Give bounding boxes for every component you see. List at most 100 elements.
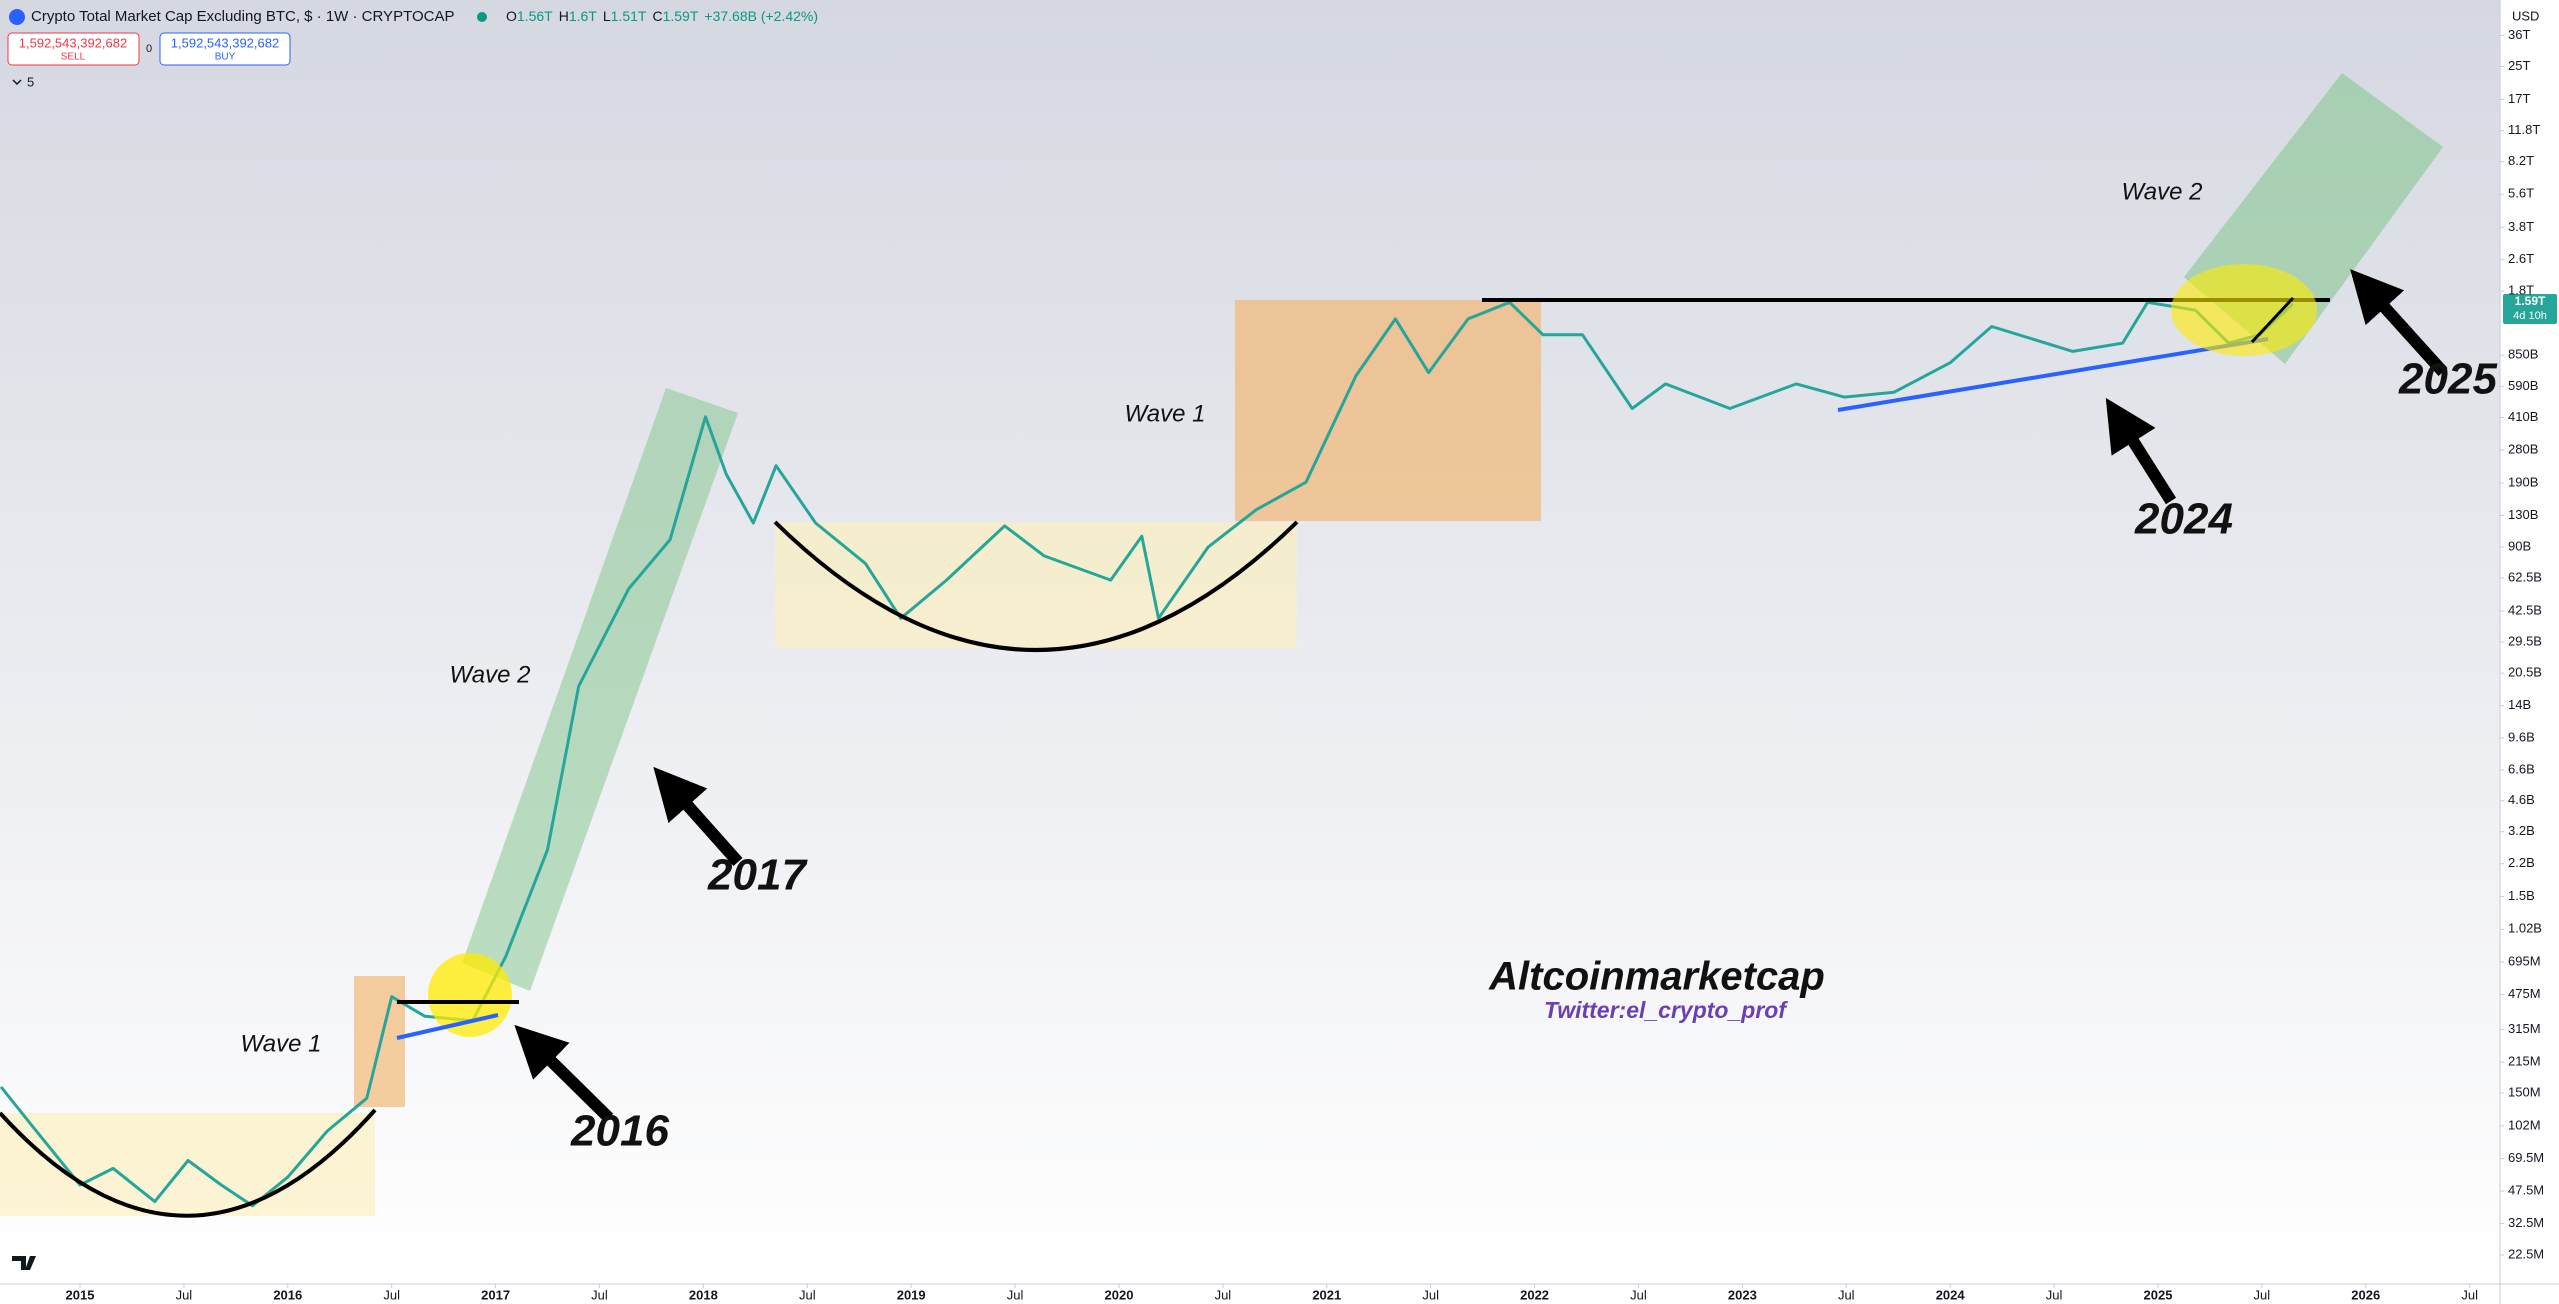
annotation: Wave 1: [1125, 400, 1206, 427]
y-tick-label: 1.8T: [2508, 283, 2534, 298]
x-tick-label: 2024: [1936, 1287, 1966, 1302]
y-tick-label: 475M: [2508, 986, 2541, 1001]
ohlc-value: 1.51T: [611, 8, 647, 24]
logo: [12, 1256, 36, 1270]
x-tick-label: Jul: [383, 1287, 400, 1302]
ohlc-value: 1.59T: [663, 8, 699, 24]
y-tick-label: 90B: [2508, 538, 2531, 553]
symbol-title[interactable]: Crypto Total Market Cap Excluding BTC, $…: [31, 8, 454, 25]
y-tick-label: 6.6B: [2508, 761, 2535, 776]
y-tick-label: 14B: [2508, 697, 2531, 712]
x-tick-label: Jul: [1630, 1287, 1647, 1302]
y-tick-label: 5.6T: [2508, 186, 2534, 201]
annotation: 2016: [570, 1107, 669, 1156]
y-tick-label: 36T: [2508, 27, 2530, 42]
annotation: 2025: [2398, 355, 2497, 404]
ohlc-value: 1.6T: [569, 8, 597, 24]
sell-button[interactable]: [7, 32, 140, 66]
ohlc-label: C: [652, 8, 662, 24]
indicator-count[interactable]: 5: [27, 74, 34, 89]
trend-line: [2250, 296, 2295, 344]
x-tick-label: 2023: [1728, 1287, 1757, 1302]
x-tick-label: Jul: [176, 1287, 193, 1302]
y-tick-label: 3.2B: [2508, 823, 2535, 838]
price-tag: [2503, 294, 2557, 324]
y-tick-label: 22.5M: [2508, 1246, 2544, 1261]
y-tick-label: 215M: [2508, 1054, 2541, 1069]
y-tick-label: 590B: [2508, 378, 2538, 393]
x-tick-label: 2019: [897, 1287, 926, 1302]
y-tick-label: 1.02B: [2508, 921, 2542, 936]
y-tick-label: 1.5B: [2508, 888, 2535, 903]
cup-arc: [0, 1108, 377, 1218]
x-tick-label: 2016: [273, 1287, 302, 1302]
y-tick-label: 3.8T: [2508, 219, 2534, 234]
arrow: [2350, 269, 2448, 377]
ohlc-value: 1.56T: [517, 8, 553, 24]
arrow: [653, 766, 743, 866]
x-tick-label: 2018: [689, 1287, 718, 1302]
y-tick-label: 2.2B: [2508, 855, 2535, 870]
x-tick-label: Jul: [2046, 1287, 2063, 1302]
price-line: [0, 300, 2295, 1208]
y-tick-label: 42.5B: [2508, 602, 2542, 617]
currency[interactable]: USD: [2512, 8, 2539, 23]
y-tick-label: 130B: [2508, 507, 2538, 522]
support-line: [396, 1013, 499, 1040]
y-tick-label: 20.5B: [2508, 665, 2542, 680]
annotation: Wave 2: [450, 661, 531, 688]
x-tick-label: 2026: [2351, 1287, 2380, 1302]
y-tick-label: 32.5M: [2508, 1215, 2544, 1230]
y-tick-label: 17T: [2508, 91, 2530, 106]
ohlc-label: H: [559, 8, 569, 24]
spread: 0: [146, 43, 152, 55]
y-tick-label: 315M: [2508, 1021, 2541, 1036]
highlight: [428, 953, 512, 1037]
sell-price: 1,592,543,392,682: [19, 35, 127, 50]
countdown: 4d 10h: [2513, 310, 2547, 322]
y-tick-label: 280B: [2508, 441, 2538, 456]
y-tick-label: 8.2T: [2508, 153, 2534, 168]
arrow: [2105, 397, 2177, 505]
highlight: [2171, 264, 2317, 356]
watermark: Altcoinmarketcap: [1488, 955, 1825, 999]
sell-label: SELL: [61, 52, 86, 63]
collapse-icon[interactable]: [12, 79, 22, 86]
y-tick-label: 69.5M: [2508, 1150, 2544, 1165]
ohlc: O1.56T H1.6T L1.51T C1.59T +37.68B (+2.42%): [506, 8, 818, 24]
x-tick-label: Jul: [2254, 1287, 2271, 1302]
market-status: [477, 12, 487, 22]
y-tick-label: 11.8T: [2508, 122, 2540, 137]
price-layer: [0, 300, 2295, 1208]
time-axis: [0, 1284, 2500, 1304]
ohlc-label: L: [603, 8, 611, 24]
x-tick-label: Jul: [1215, 1287, 1232, 1302]
y-tick-label: 29.5B: [2508, 634, 2542, 649]
price-axis: [2500, 0, 2559, 1304]
annotation: Wave 2: [2122, 178, 2203, 205]
y-tick-label: 4.6B: [2508, 792, 2535, 807]
x-tick-label: 2020: [1105, 1287, 1134, 1302]
buy-button[interactable]: [159, 32, 291, 66]
x-tick-label: Jul: [1422, 1287, 1439, 1302]
annotation: Wave 1: [241, 1030, 322, 1057]
y-tick-label: 2.6T: [2508, 251, 2534, 266]
x-tick-label: Jul: [591, 1287, 608, 1302]
x-tick-label: 2015: [66, 1287, 95, 1302]
y-tick-label: 47.5M: [2508, 1183, 2544, 1198]
annotation: 2017: [707, 851, 808, 900]
annotation: 2024: [2134, 495, 2233, 544]
buy-price: 1,592,543,392,682: [171, 35, 279, 50]
ohlc-change: +37.68B (+2.42%): [704, 8, 818, 24]
x-tick-label: 2022: [1520, 1287, 1549, 1302]
base-zone: [775, 522, 1297, 648]
y-tick-label: 62.5B: [2508, 569, 2542, 584]
ohlc-label: O: [506, 8, 517, 24]
x-tick-label: Jul: [1007, 1287, 1024, 1302]
buy-label: BUY: [215, 52, 236, 63]
y-tick-label: 410B: [2508, 409, 2538, 424]
x-tick-label: 2025: [2144, 1287, 2173, 1302]
